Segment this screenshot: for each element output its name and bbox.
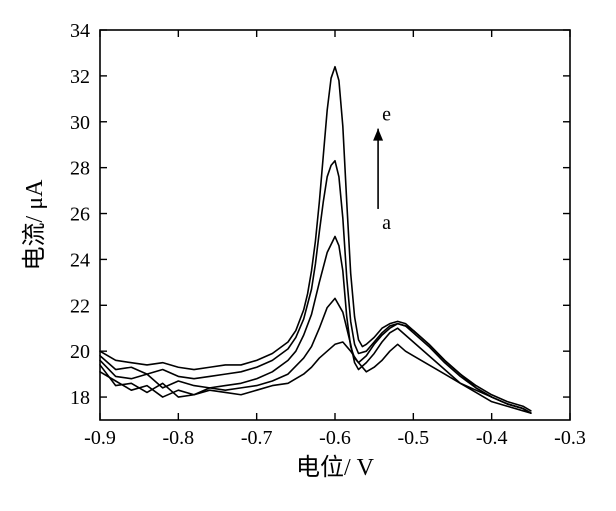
ytick-label: 28 (70, 158, 90, 180)
xtick-label: -0.7 (241, 427, 273, 449)
xtick-label: -0.8 (162, 427, 194, 449)
ytick-label: 24 (70, 249, 90, 271)
xtick-label: -0.6 (319, 427, 351, 449)
xtick-label: -0.9 (84, 427, 116, 449)
ytick-label: 18 (70, 387, 90, 409)
y-axis-label: 电流/ μA (21, 179, 48, 271)
xtick-label: -0.5 (397, 427, 429, 449)
ytick-label: 30 (70, 112, 90, 134)
xtick-label: -0.3 (554, 427, 586, 449)
annotation-bottom: a (382, 212, 391, 234)
voltammogram-chart: -0.9 -0.8 -0.7 -0.6 -0.5 -0.4 -0.3 18 20 22 24 26 28… (0, 0, 616, 511)
ytick-label: 26 (70, 204, 90, 226)
xtick-label: -0.4 (476, 427, 508, 449)
ytick-label: 34 (70, 20, 90, 42)
ytick-label: 22 (70, 295, 90, 317)
annotation-top: e (382, 104, 391, 126)
ytick-label: 32 (70, 66, 90, 88)
x-axis-label: 电位/ V (296, 454, 375, 481)
ytick-label: 20 (70, 341, 90, 363)
